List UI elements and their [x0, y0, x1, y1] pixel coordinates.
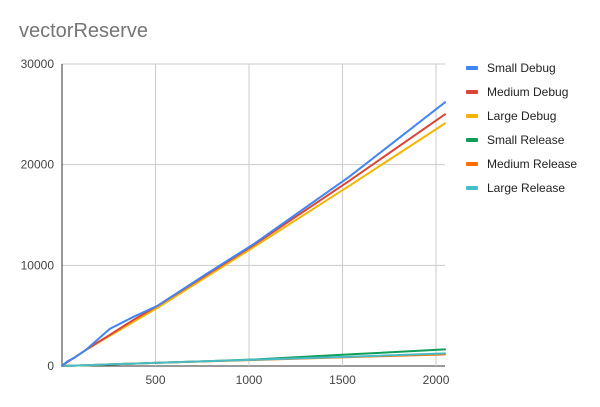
y-tick-label: 30000	[21, 57, 55, 71]
legend-label: Large Release	[487, 181, 566, 195]
legend-item-medium-release: Medium Release	[466, 152, 577, 176]
legend-label: Large Debug	[487, 109, 557, 123]
y-tick-label: 10000	[21, 258, 55, 272]
legend-item-medium-debug: Medium Debug	[466, 80, 577, 104]
series-line-large-release	[61, 352, 446, 367]
legend-label: Medium Debug	[487, 85, 569, 99]
series-line-small-debug	[61, 101, 446, 367]
legend-label: Medium Release	[487, 157, 578, 171]
legend: Small Debug Medium Debug Large Debug Small …	[466, 56, 577, 200]
legend-swatch	[466, 90, 478, 94]
x-tick-label: 1500	[329, 373, 356, 387]
y-tick-label: 20000	[21, 158, 55, 172]
legend-label: Small Release	[487, 133, 565, 147]
legend-swatch	[466, 186, 478, 190]
y-tick-label: 0	[47, 359, 54, 373]
x-tick-label: 2000	[423, 373, 450, 387]
legend-swatch	[466, 114, 478, 118]
legend-swatch	[466, 162, 478, 166]
x-tick-label: 1000	[236, 373, 263, 387]
legend-item-large-release: Large Release	[466, 176, 577, 200]
series-line-medium-debug	[61, 113, 446, 367]
legend-item-large-debug: Large Debug	[466, 104, 577, 128]
chart-title: vectorReserve	[19, 20, 148, 42]
x-tick-label: 500	[145, 373, 165, 387]
legend-item-small-debug: Small Debug	[466, 56, 577, 80]
legend-swatch	[466, 66, 478, 70]
legend-swatch	[466, 138, 478, 142]
legend-item-small-release: Small Release	[466, 128, 577, 152]
legend-label: Small Debug	[487, 61, 556, 75]
